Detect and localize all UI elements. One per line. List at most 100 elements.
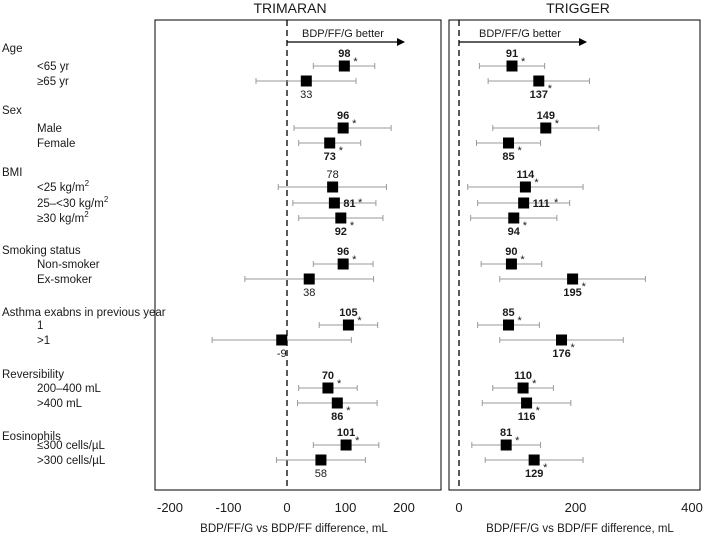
value-label: 33 xyxy=(300,89,312,101)
trigger-x-axis-title: BDP/FF/G vs BDP/FF difference, mL xyxy=(486,523,674,535)
estimate-point xyxy=(322,382,334,394)
x-tick-label: 400 xyxy=(681,500,703,515)
trimaran-panel-frame xyxy=(154,19,442,491)
value-label: 195 xyxy=(563,287,581,299)
value-label: 129 xyxy=(525,468,543,480)
estimate-point xyxy=(505,258,517,270)
value-label: 110 xyxy=(514,370,532,382)
estimate-point xyxy=(327,181,339,193)
value-label: 105 xyxy=(339,307,357,319)
significance-star: * xyxy=(521,56,526,68)
significance-star: * xyxy=(554,197,559,209)
estimate-point xyxy=(337,122,349,134)
significance-star: * xyxy=(346,405,351,417)
axis-ticks: -200 -100 0 100 200 0 200 400 xyxy=(157,500,703,515)
value-label: -9 xyxy=(277,348,287,360)
x-tick-label: 100 xyxy=(335,500,357,515)
significance-star: * xyxy=(355,435,360,447)
value-label: 96 xyxy=(337,110,349,122)
group-label: Eosinophils xyxy=(2,431,61,443)
estimate-point xyxy=(517,382,529,394)
estimate-point xyxy=(503,319,515,331)
group-label: Smoking status xyxy=(2,245,81,257)
estimate-point xyxy=(540,122,552,134)
estimate-point xyxy=(338,60,350,72)
significance-star: * xyxy=(555,118,560,130)
significance-star: * xyxy=(518,315,523,327)
estimate-point xyxy=(331,397,343,409)
significance-star: * xyxy=(353,56,358,68)
estimate-point xyxy=(506,60,518,72)
row-label: ≥30 kg/m2 xyxy=(37,210,89,225)
estimate-point xyxy=(508,212,520,224)
significance-star: * xyxy=(543,462,548,474)
x-tick-label: 200 xyxy=(393,500,415,515)
row-label: <25 kg/m2 xyxy=(37,179,90,194)
estimate-point xyxy=(503,137,515,149)
value-label: 114 xyxy=(517,169,536,181)
estimate-point xyxy=(324,137,336,149)
row-label: >300 cells/µL xyxy=(37,455,106,467)
value-label: 86 xyxy=(331,411,343,423)
estimate-point xyxy=(337,258,349,270)
estimate-point xyxy=(528,454,540,466)
group-label: Reversibility xyxy=(2,369,64,381)
row-label: ≥65 yr xyxy=(37,76,69,88)
significance-star: * xyxy=(536,405,541,417)
value-label: 149 xyxy=(537,110,555,122)
estimate-point xyxy=(342,319,354,331)
row-labels: Age <65 yr ≥65 yr Sex Male Female BMI <25 kg/m2… xyxy=(2,43,166,467)
significance-star: * xyxy=(357,315,362,327)
estimate-point xyxy=(556,334,568,346)
significance-star: * xyxy=(358,197,363,209)
estimate-point xyxy=(567,273,579,285)
trigger-title: TRIGGER xyxy=(546,0,610,16)
group-label: Asthma exabns in previous year xyxy=(2,307,166,319)
significance-star: * xyxy=(518,145,523,157)
value-label: 38 xyxy=(303,287,315,299)
significance-star: * xyxy=(339,145,344,157)
estimate-point xyxy=(328,197,340,209)
trigger-panel-frame xyxy=(448,19,701,491)
value-label: 116 xyxy=(518,411,536,423)
trimaran-better-label: BDP/FF/G better xyxy=(302,28,384,40)
trimaran-x-axis-title: BDP/FF/G vs BDP/FF difference, mL xyxy=(200,523,388,535)
group-label: BMI xyxy=(2,167,22,179)
estimate-point xyxy=(518,197,530,209)
row-label: >1 xyxy=(37,335,50,347)
value-label: 85 xyxy=(502,307,514,319)
estimate-point xyxy=(303,273,315,285)
significance-star: * xyxy=(515,435,520,447)
value-label: 137 xyxy=(530,89,548,101)
estimate-point xyxy=(533,75,545,87)
estimate-point xyxy=(276,334,288,346)
estimate-point xyxy=(300,75,312,87)
x-tick-label: -100 xyxy=(215,500,241,515)
value-label: 111 xyxy=(533,198,550,210)
estimate-point xyxy=(500,439,512,451)
row-label: ≤300 cells/µL xyxy=(37,440,106,452)
estimate-point xyxy=(315,454,327,466)
group-label: Age xyxy=(2,43,22,55)
row-label: >400 mL xyxy=(37,398,83,410)
trimaran-title: TRIMARAN xyxy=(253,0,326,16)
value-label: 91 xyxy=(506,48,518,60)
estimate-point xyxy=(340,439,352,451)
significance-star: * xyxy=(532,378,537,390)
row-label: Female xyxy=(37,138,75,150)
estimate-point xyxy=(335,212,347,224)
significance-star: * xyxy=(534,177,539,189)
row-label: Male xyxy=(37,123,62,135)
trigger-better-label: BDP/FF/G better xyxy=(479,28,561,40)
significance-star: * xyxy=(523,220,528,232)
significance-star: * xyxy=(350,220,355,232)
value-label: 96 xyxy=(337,246,349,258)
x-tick-label: 200 xyxy=(565,500,587,515)
estimate-point xyxy=(519,181,531,193)
significance-star: * xyxy=(352,254,357,266)
row-label: 200–400 mL xyxy=(37,383,102,395)
value-label: 85 xyxy=(502,151,514,163)
value-label: 81 xyxy=(343,198,355,210)
